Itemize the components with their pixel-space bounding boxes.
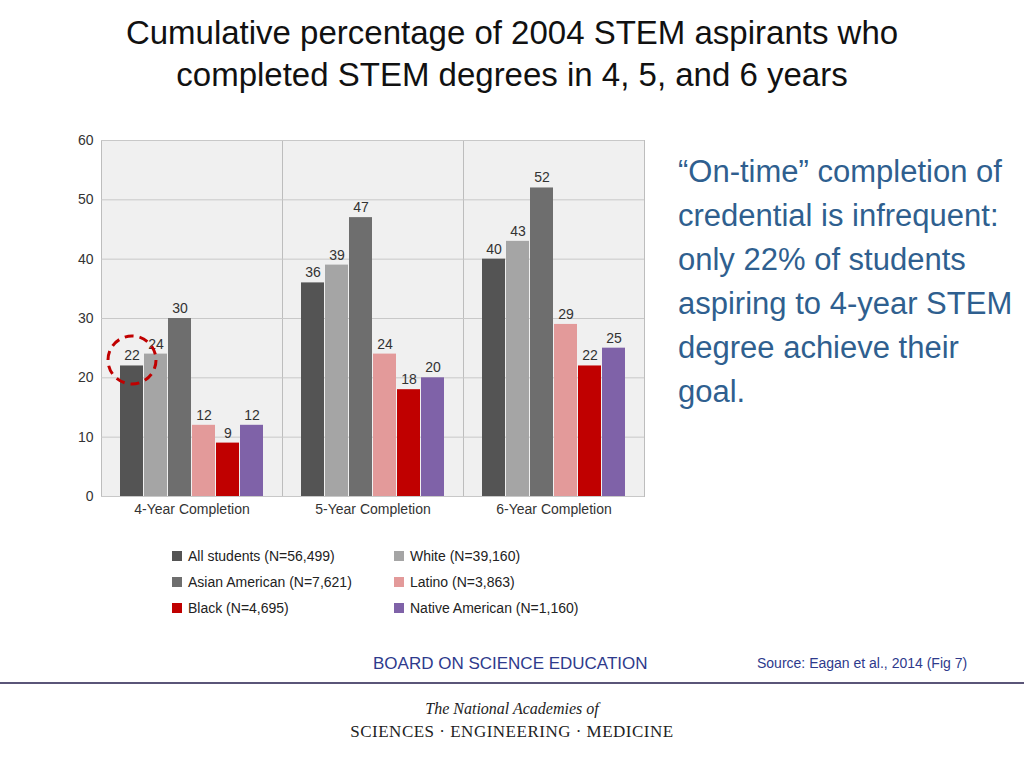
svg-text:25: 25 xyxy=(606,330,622,346)
svg-text:6-Year Completion: 6-Year Completion xyxy=(496,501,611,517)
svg-text:20: 20 xyxy=(78,369,94,385)
svg-text:22: 22 xyxy=(582,347,598,363)
html-text:Native American (N=1,160): Native American (N=1,160) xyxy=(410,600,579,616)
svg-text:24: 24 xyxy=(377,336,393,352)
svg-text:9: 9 xyxy=(224,425,232,441)
svg-text:40: 40 xyxy=(78,251,94,267)
svg-text:4-Year Completion: 4-Year Completion xyxy=(134,501,249,517)
svg-text:22: 22 xyxy=(124,347,140,363)
html-text:White (N=39,160): White (N=39,160) xyxy=(410,548,521,564)
svg-text:12: 12 xyxy=(196,407,212,423)
svg-text:29: 29 xyxy=(558,306,574,322)
html-text:Asian American (N=7,621): Asian American (N=7,621) xyxy=(188,574,352,590)
svg-text:52: 52 xyxy=(534,169,550,185)
html-text:Black (N=4,695): Black (N=4,695) xyxy=(188,600,289,616)
svg-text:40: 40 xyxy=(486,241,502,257)
svg-text:47: 47 xyxy=(353,199,369,215)
svg-text:20: 20 xyxy=(425,359,441,375)
svg-text:36: 36 xyxy=(305,264,321,280)
html-text:“On-time” completion of creden: “On-time” completion of credential is in… xyxy=(678,154,1013,409)
svg-text:30: 30 xyxy=(78,310,94,326)
svg-text:5-Year Completion: 5-Year Completion xyxy=(315,501,430,517)
svg-text:50: 50 xyxy=(78,191,94,207)
html-text:BOARD ON SCIENCE EDUCATION: BOARD ON SCIENCE EDUCATION xyxy=(373,654,648,673)
svg-text:0: 0 xyxy=(86,488,94,504)
html-text:Source: Eagan et al., 2014 (Fi: Source: Eagan et al., 2014 (Fig 7) xyxy=(757,655,968,671)
html-text:All students (N=56,499): All students (N=56,499) xyxy=(188,548,335,564)
svg-text:30: 30 xyxy=(172,300,188,316)
svg-text:39: 39 xyxy=(329,247,345,263)
svg-text:10: 10 xyxy=(78,429,94,445)
svg-text:18: 18 xyxy=(401,371,417,387)
svg-text:12: 12 xyxy=(244,407,260,423)
html-text:SCIENCES · ENGINEERING · MEDIC: SCIENCES · ENGINEERING · MEDICINE xyxy=(350,722,674,741)
html-text:The National Academies of: The National Academies of xyxy=(425,700,599,717)
html-text:Latino (N=3,863): Latino (N=3,863) xyxy=(410,574,515,590)
svg-text:60: 60 xyxy=(78,132,94,148)
html-text:Cumulative percentage of 2004: Cumulative percentage of 2004 STEM aspir… xyxy=(125,14,899,93)
svg-text:43: 43 xyxy=(510,223,526,239)
svg-text:24: 24 xyxy=(148,336,164,352)
